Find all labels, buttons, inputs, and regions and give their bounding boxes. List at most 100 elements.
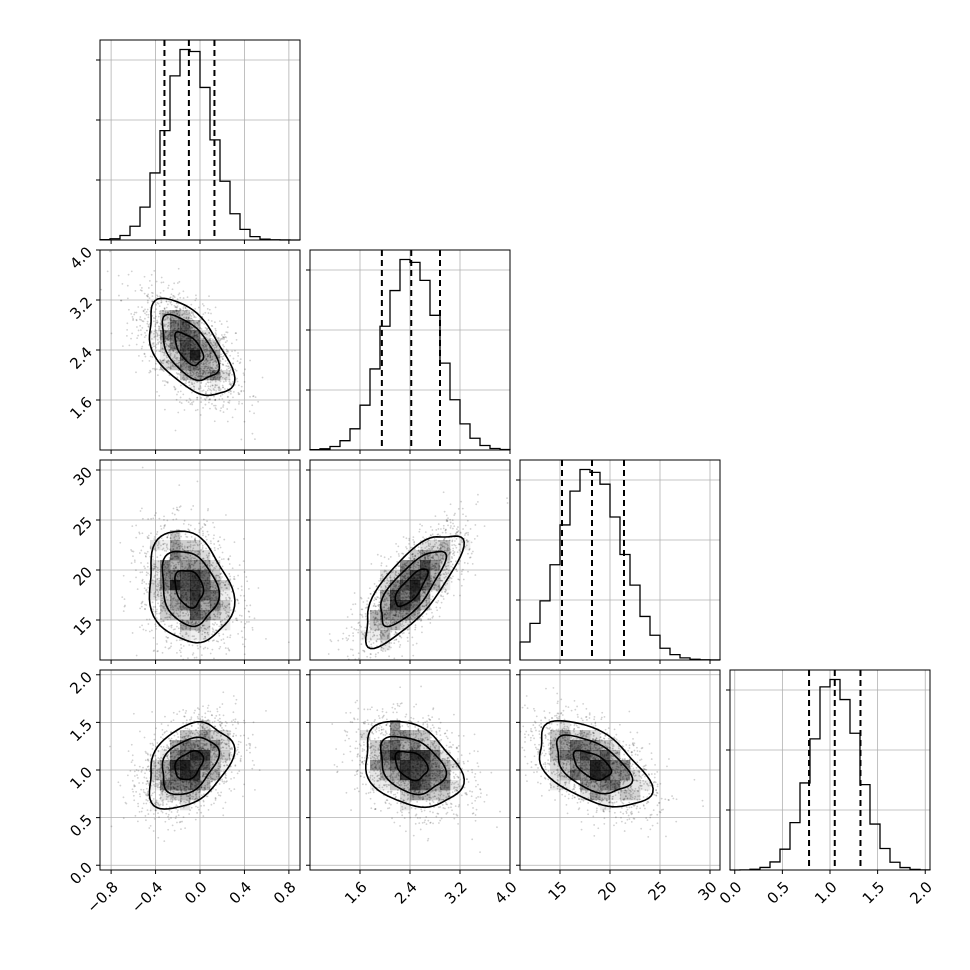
sample-point — [144, 317, 146, 320]
sample-point — [189, 524, 192, 527]
sample-point — [157, 315, 160, 318]
sample-point — [162, 289, 165, 292]
sample-point — [374, 655, 377, 658]
density-cell — [160, 560, 171, 571]
sample-point — [118, 294, 120, 297]
sample-point — [190, 303, 193, 306]
sample-point — [352, 632, 354, 635]
sample-point — [223, 336, 225, 339]
sample-point — [176, 393, 178, 396]
sample-point — [225, 350, 228, 353]
sample-point — [241, 643, 244, 646]
sample-point — [209, 540, 212, 542]
sample-point — [441, 591, 443, 593]
sample-point — [147, 537, 150, 540]
sample-point — [374, 653, 377, 656]
sample-point — [186, 371, 188, 374]
sample-point — [183, 409, 186, 411]
sample-point — [229, 368, 232, 371]
sample-point — [165, 323, 167, 326]
sample-point — [378, 589, 380, 591]
sample-point — [220, 334, 223, 336]
sample-point — [190, 391, 193, 394]
sample-point — [190, 508, 193, 511]
sample-point — [155, 303, 157, 306]
sample-point — [369, 653, 372, 655]
sample-point — [422, 536, 424, 539]
density-cell — [190, 590, 201, 601]
sample-point — [202, 342, 205, 345]
sample-point — [178, 401, 181, 403]
sample-point — [222, 336, 225, 339]
sample-point — [158, 295, 161, 298]
sample-point — [176, 298, 179, 301]
sample-point — [200, 542, 203, 545]
sample-point — [214, 329, 217, 332]
density-cell — [220, 600, 231, 611]
sample-point — [157, 342, 160, 345]
sample-point — [236, 360, 239, 363]
sample-point — [129, 580, 132, 583]
sample-point — [141, 517, 144, 520]
sample-point — [178, 373, 181, 376]
density-cell — [160, 610, 171, 621]
sample-point — [155, 350, 158, 352]
sample-point — [207, 312, 210, 314]
sample-point — [234, 610, 237, 613]
sample-point — [213, 346, 216, 349]
sample-point — [364, 626, 367, 629]
sample-point — [132, 555, 134, 558]
sample-point — [203, 398, 206, 400]
sample-point — [477, 493, 479, 496]
sample-point — [369, 656, 372, 659]
sample-point — [257, 400, 260, 403]
sample-point — [179, 384, 182, 387]
sample-point — [210, 542, 212, 545]
sample-point — [214, 384, 217, 387]
sample-point — [474, 524, 477, 526]
sample-point — [398, 555, 400, 557]
sample-point — [156, 302, 159, 304]
sample-point — [135, 569, 137, 572]
sample-point — [218, 634, 221, 637]
sample-point — [418, 528, 421, 531]
sample-point — [237, 391, 240, 394]
sample-point — [160, 301, 163, 304]
sample-point — [164, 646, 167, 649]
sample-point — [206, 327, 208, 330]
sample-point — [421, 615, 424, 618]
sample-point — [138, 318, 141, 321]
sample-point — [208, 331, 210, 334]
sample-point — [122, 610, 125, 613]
sample-point — [174, 347, 177, 350]
sample-point — [411, 636, 414, 639]
sample-point — [142, 341, 145, 344]
sample-point — [173, 385, 176, 388]
sample-point — [137, 306, 140, 308]
sample-point — [178, 361, 181, 364]
sample-point — [475, 503, 478, 506]
sample-point — [240, 589, 243, 591]
sample-point — [144, 607, 146, 610]
sample-point — [132, 319, 135, 321]
sample-point — [166, 381, 169, 383]
sample-point — [141, 306, 143, 309]
sample-point — [161, 359, 164, 362]
sample-point — [145, 552, 148, 555]
sample-point — [376, 553, 379, 556]
sample-point — [243, 420, 246, 423]
sample-point — [218, 386, 221, 389]
sample-point — [165, 300, 168, 303]
sample-point — [252, 395, 255, 397]
sample-point — [221, 576, 223, 578]
sample-point — [168, 345, 171, 348]
sample-point — [222, 633, 225, 636]
sample-point — [431, 595, 434, 598]
sample-point — [204, 646, 207, 649]
sample-point — [206, 520, 208, 523]
sample-point — [232, 357, 235, 360]
sample-point — [180, 535, 183, 538]
sample-point — [211, 379, 214, 382]
sample-point — [160, 537, 163, 540]
sample-point — [142, 628, 145, 631]
